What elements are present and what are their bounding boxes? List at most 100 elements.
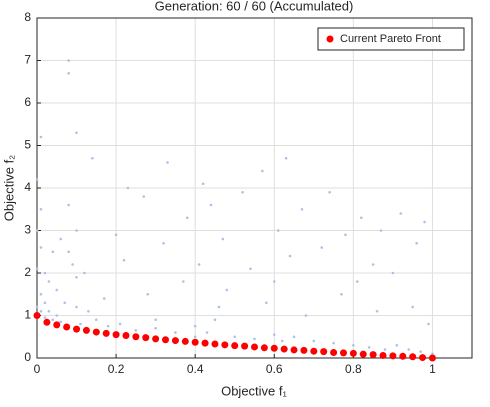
accumulated-point xyxy=(193,324,197,328)
legend-box xyxy=(317,27,465,51)
x-tick-label: 1 xyxy=(429,362,436,376)
accumulated-point xyxy=(134,329,138,332)
accumulated-point xyxy=(146,292,150,296)
accumulated-point xyxy=(265,301,268,305)
pareto-point xyxy=(349,349,357,357)
pareto-point xyxy=(63,323,71,331)
accumulated-point xyxy=(166,161,169,164)
accumulated-point xyxy=(415,241,418,245)
pareto-point xyxy=(310,347,318,355)
accumulated-point xyxy=(344,233,347,237)
accumulated-point xyxy=(395,343,399,347)
accumulated-point xyxy=(320,246,324,249)
pareto-point xyxy=(191,338,199,346)
accumulated-point xyxy=(419,350,422,353)
pareto-point xyxy=(73,325,81,333)
y-tick-label: 2 xyxy=(24,265,31,279)
accumulated-point xyxy=(126,186,130,190)
accumulated-point xyxy=(182,280,185,283)
accumulated-point xyxy=(272,280,276,283)
x-axis-label: Objective f₁ xyxy=(221,383,287,398)
pareto-point xyxy=(260,344,268,352)
accumulated-point xyxy=(154,318,157,322)
x-tick-label: 0.8 xyxy=(345,362,362,376)
pareto-point xyxy=(53,321,61,329)
accumulated-point xyxy=(35,178,39,181)
accumulated-point xyxy=(91,156,94,160)
accumulated-point xyxy=(288,254,292,258)
accumulated-point xyxy=(55,314,59,317)
pareto-point xyxy=(280,345,288,353)
accumulated-point xyxy=(213,318,217,322)
pareto-point xyxy=(33,312,41,319)
pareto-point xyxy=(181,337,189,345)
pareto-point xyxy=(409,353,417,361)
pareto-point xyxy=(122,331,130,339)
accumulated-point xyxy=(35,267,39,271)
pareto-point xyxy=(152,335,160,343)
y-tick-label: 1 xyxy=(24,308,31,322)
pareto-point xyxy=(369,351,377,359)
accumulated-point xyxy=(411,305,414,309)
accumulated-point xyxy=(162,241,165,245)
pareto-point xyxy=(241,342,249,350)
x-tick-label: 0 xyxy=(34,362,41,376)
pareto-point xyxy=(419,354,427,362)
pareto-point xyxy=(231,342,239,350)
accumulated-point xyxy=(233,335,237,339)
accumulated-point xyxy=(284,156,288,160)
accumulated-point xyxy=(35,305,39,309)
accumulated-point xyxy=(39,135,43,139)
accumulated-point xyxy=(225,288,229,292)
accumulated-point xyxy=(114,233,118,237)
y-tick-label: 8 xyxy=(24,10,31,24)
accumulated-point xyxy=(340,292,343,296)
pareto-point xyxy=(339,349,347,357)
accumulated-point xyxy=(371,263,375,266)
accumulated-point xyxy=(367,346,371,349)
accumulated-point xyxy=(43,301,47,305)
pareto-point xyxy=(379,351,387,359)
x-tick-label: 0.2 xyxy=(108,362,125,376)
accumulated-point xyxy=(221,237,225,241)
x-tick-label: 0.6 xyxy=(266,362,283,376)
accumulated-point xyxy=(193,335,197,339)
accumulated-point xyxy=(154,326,157,330)
accumulated-point xyxy=(59,320,63,324)
chart-title: Generation: 60 / 60 (Accumulated) xyxy=(155,0,354,13)
accumulated-point xyxy=(43,271,47,275)
pareto-point xyxy=(82,326,90,334)
pareto-point xyxy=(162,336,170,344)
accumulated-point xyxy=(59,237,63,241)
accumulated-point xyxy=(427,322,430,326)
y-tick-label: 3 xyxy=(24,223,31,237)
accumulated-point xyxy=(39,292,43,296)
accumulated-point xyxy=(276,229,280,232)
y-tick-label: 5 xyxy=(24,138,31,152)
accumulated-point xyxy=(79,322,82,326)
accumulated-point xyxy=(83,271,86,275)
pareto-point xyxy=(211,340,219,348)
accumulated-point xyxy=(300,207,304,211)
accumulated-point xyxy=(51,250,55,254)
accumulated-point xyxy=(75,305,78,309)
pareto-point xyxy=(270,344,278,352)
accumulated-point xyxy=(185,216,189,220)
accumulated-point xyxy=(352,343,355,347)
accumulated-point xyxy=(312,339,316,343)
pareto-point xyxy=(92,328,100,336)
accumulated-point xyxy=(87,309,90,313)
pareto-point xyxy=(399,352,407,360)
accumulated-point xyxy=(39,207,43,211)
pareto-point xyxy=(102,329,110,337)
pareto-point xyxy=(142,334,150,342)
accumulated-point xyxy=(55,288,59,292)
accumulated-point xyxy=(75,229,78,232)
accumulated-point xyxy=(209,203,213,207)
accumulated-point xyxy=(280,339,284,343)
y-tick-label: 0 xyxy=(24,350,31,364)
accumulated-point xyxy=(217,305,221,309)
accumulated-point xyxy=(122,258,126,262)
accumulated-point xyxy=(332,341,335,345)
